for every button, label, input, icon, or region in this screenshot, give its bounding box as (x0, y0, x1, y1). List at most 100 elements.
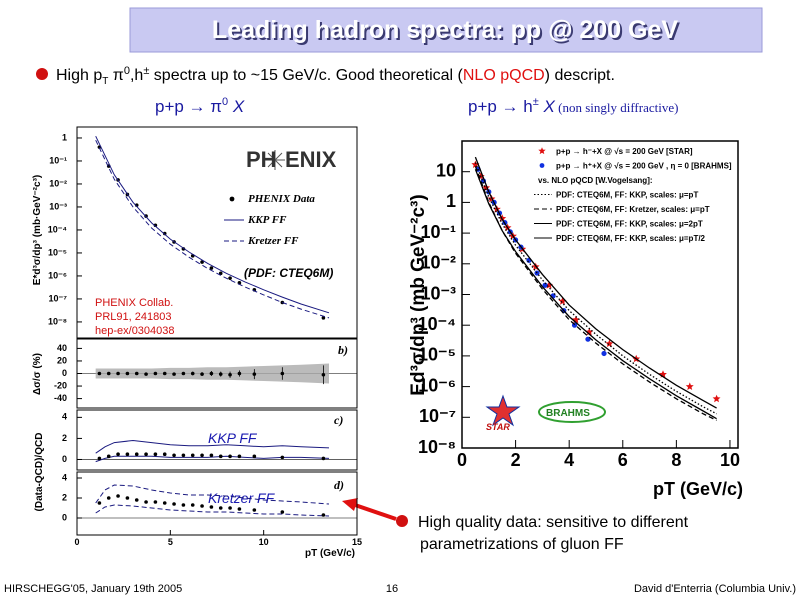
plot-frame (76, 126, 358, 339)
y-tick-label: 10⁻⁶ (418, 375, 456, 395)
subtitle: p+p → h± X (non singly diffractive) (468, 96, 678, 116)
annotation: KKP FF (208, 430, 258, 446)
plot-frame (76, 409, 358, 471)
data-point (97, 456, 102, 461)
data-point (237, 454, 242, 459)
data-point (237, 507, 242, 511)
y-axis-label: (Data-QCD)/QCD (34, 433, 45, 512)
data-point (172, 372, 176, 376)
data-point (106, 371, 111, 376)
star-logo (485, 394, 521, 427)
data-point (200, 453, 204, 458)
curve (474, 169, 717, 420)
curve (474, 156, 717, 409)
title-bar (129, 7, 763, 53)
arrow (354, 503, 397, 521)
annotation: PH (246, 147, 277, 172)
data-point (252, 372, 257, 376)
data-point (539, 163, 545, 168)
data-point (252, 508, 257, 512)
data-point (200, 260, 204, 264)
footer-left: HIRSCHEGG'05, January 19th 2005 (4, 583, 182, 595)
bullet: High quality data: sensitive to differen… (418, 514, 689, 553)
y-tick-label: 10⁻⁸ (48, 316, 67, 326)
x-tick-label: 4 (564, 450, 574, 470)
data-point (228, 454, 232, 459)
plot-frame (76, 471, 358, 536)
data-point (321, 316, 326, 320)
curve (95, 135, 330, 314)
text: 0 (222, 96, 228, 108)
y-tick-label: 10⁻⁶ (48, 270, 67, 280)
y-tick-label: 10⁻⁴ (48, 224, 67, 234)
data-point (585, 327, 594, 336)
annotation: d) (334, 478, 344, 492)
y-tick-label: 0 (62, 368, 67, 378)
data-point (542, 282, 548, 288)
data-point (218, 506, 223, 510)
data-point (605, 339, 614, 347)
x-tick-label: 6 (618, 450, 628, 470)
annotation: PRL91, 241803 (95, 311, 171, 323)
title: Leading hadron spectra: pp @ 200 GeV (212, 16, 678, 44)
x-tick-label: 0 (74, 537, 79, 547)
x-tick-label: 10 (259, 537, 269, 547)
legend-label: PDF: CTEQ6M, FF: KKP, scales: μ=pT/2 (556, 234, 706, 243)
footer-center: 16 (386, 583, 398, 595)
data-point (218, 271, 223, 276)
x-axis-label: pT (GeV/c) (653, 479, 743, 499)
y-axis-label: Δσ/σ (%) (32, 353, 43, 395)
text: ) descript. (545, 67, 615, 84)
y-tick-label: 10⁻³ (49, 201, 67, 211)
y-tick-label: 10⁻⁵ (48, 247, 67, 257)
text: ± (533, 96, 539, 108)
data-point (190, 453, 195, 458)
text: parametrizations of gluon FF (420, 536, 624, 553)
data-point (134, 498, 139, 502)
data-point (162, 501, 167, 505)
data-point (558, 297, 567, 305)
data-point (228, 372, 232, 377)
brahms-logo (538, 401, 606, 423)
data-point (209, 371, 214, 376)
data-point (280, 510, 285, 514)
data-point (144, 452, 148, 457)
x-tick-label: 2 (511, 450, 521, 470)
y-tick-label: 40 (57, 343, 67, 353)
data-point (134, 452, 139, 457)
bullet: High pT π0,h± spectra up to ~15 GeV/c. G… (56, 65, 615, 87)
y-tick-label: 10⁻⁵ (418, 345, 456, 365)
data-point (153, 223, 158, 228)
legend-label: PDF: CTEQ6M, FF: KKP, scales: μ=pT (556, 191, 698, 200)
x-axis-label: pT (GeV/c) (305, 548, 355, 559)
legend-title: vs. NLO pQCD [W.Vogelsang]: (538, 176, 653, 185)
y-tick-label: 2 (62, 433, 67, 443)
legend-label: PDF: CTEQ6M, FF: Kretzer, scales: μ=pT (556, 205, 710, 214)
data-point (172, 453, 176, 458)
data-point (153, 452, 158, 457)
data-point (97, 371, 102, 376)
y-tick-label: 10⁻⁴ (418, 314, 456, 334)
text: 0 (124, 65, 130, 77)
data-point (218, 372, 223, 376)
y-tick-label: 4 (62, 412, 67, 422)
y-tick-label: -40 (54, 393, 67, 403)
data-point (116, 371, 120, 376)
y-tick-label: 10⁻⁸ (418, 437, 456, 457)
data-point (280, 371, 285, 376)
y-tick-label: 10⁻¹ (49, 155, 67, 165)
data-point (229, 196, 235, 202)
x-tick-label: 8 (671, 450, 681, 470)
legend-label: PHENIX Data (248, 193, 315, 205)
y-tick-label: 4 (62, 472, 67, 482)
annotation: (PDF: CTEQ6M) (244, 266, 333, 280)
data-point (321, 513, 326, 517)
bullet-icon (396, 515, 408, 527)
y-axis-label: E*d³σ/dp³ (mb·GeV⁻²c³) (32, 175, 43, 285)
data-point (252, 454, 257, 459)
data-point (659, 370, 667, 378)
data-point (218, 454, 223, 459)
curve (95, 504, 330, 517)
data-point (153, 500, 158, 504)
